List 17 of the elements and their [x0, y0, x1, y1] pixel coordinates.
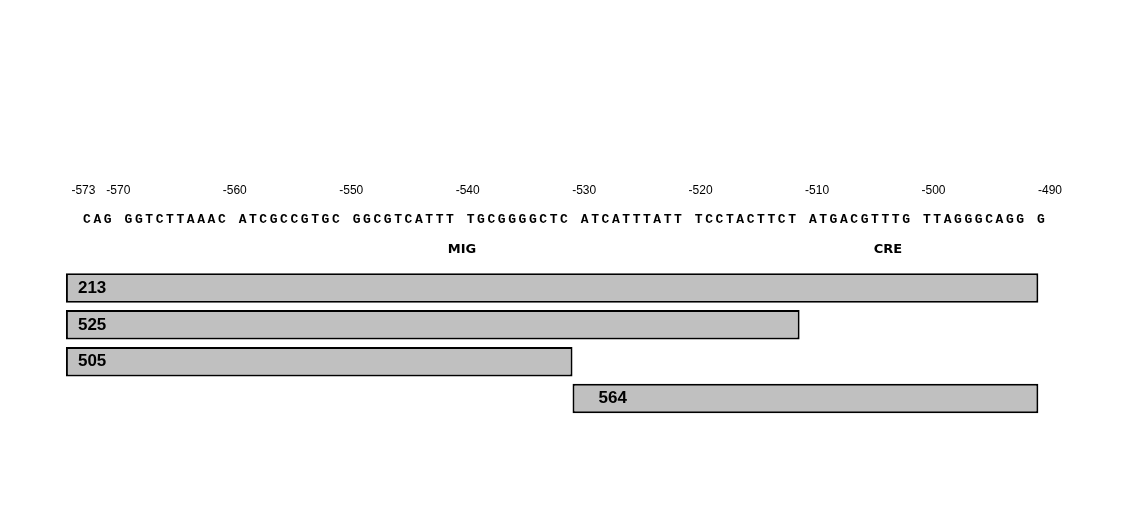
y-tick-label: 564 [598, 388, 628, 408]
x-tick-label: -540 [455, 182, 481, 197]
y-tick-label: 505 [77, 351, 107, 371]
x-tick-label: -510 [805, 182, 830, 197]
x-tick-label: -490 [1037, 182, 1063, 197]
y-tick-label: 213 [77, 277, 107, 297]
text: MIG [447, 240, 477, 256]
x-tick-label: -570 [106, 182, 131, 197]
x-tick-label: -560 [222, 182, 248, 197]
x-tick-label: -550 [339, 182, 364, 197]
x-tick-label: -573 [71, 182, 96, 197]
text: CAG GGTCTTAAAC ATCGCCGTGC GGCGTCATTT TGCGGGGCTC ATCATTTATT TCCTACTTCT ATGACGTTTG TTAGGGCAGG G [83, 211, 1045, 227]
x-tick-label: -500 [921, 182, 946, 197]
x-tick-label: -530 [572, 182, 597, 197]
y-tick-label: 525 [77, 314, 107, 334]
text: CRE [873, 240, 903, 256]
x-tick-label: -520 [688, 182, 713, 197]
